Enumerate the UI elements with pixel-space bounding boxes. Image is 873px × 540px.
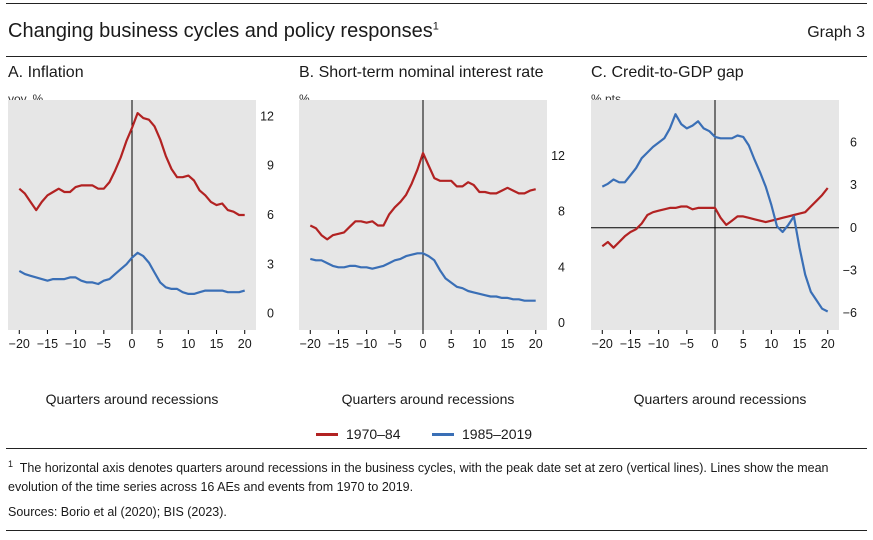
panel-b-xtick-label: 10 — [472, 337, 486, 351]
panel-c-xtick-label: 20 — [821, 337, 835, 351]
panel-c-xtick-label: −10 — [648, 337, 669, 351]
panel-c-ytick-label: −3 — [843, 263, 857, 277]
panel-b-xtick-label: −5 — [388, 337, 402, 351]
panel-a-xtick-label: 10 — [181, 337, 195, 351]
top-rule — [6, 3, 867, 4]
panel-c-ytick-label: 6 — [850, 136, 857, 150]
panel-a-ytick-label: 12 — [260, 109, 274, 123]
panel-a-xtick-label: −15 — [37, 337, 58, 351]
panel-b-xtick-label: 15 — [501, 337, 515, 351]
panel-b-xtick-label: 0 — [420, 337, 427, 351]
panel-c-ytick-label: 0 — [850, 221, 857, 235]
title-footnote-marker: 1 — [432, 20, 439, 33]
sources: Sources: Borio et al (2020); BIS (2023). — [8, 505, 227, 519]
panel-a-title: A. Inflation — [8, 64, 84, 81]
panel-a-xtick-label: 15 — [210, 337, 224, 351]
legend-rule — [6, 448, 867, 449]
footnote-marker: 1 — [8, 459, 14, 469]
panel-c-xtick-label: 0 — [712, 337, 719, 351]
panel-b-chart: 0 4 8 12 −20 −15 −10 −5 0 5 10 15 20 — [299, 100, 565, 351]
panel-a-xtick-label: −10 — [65, 337, 86, 351]
panel-b-series-1970-84 — [309, 151, 536, 241]
panel-c-xtick-label: −15 — [620, 337, 641, 351]
panel-b-xtick-label: −15 — [328, 337, 349, 351]
panel-a-ytick-label: 3 — [267, 257, 274, 271]
panel-b-title: B. Short-term nominal interest rate — [299, 64, 544, 81]
panel-c-xlabel: Quarters around recessions — [633, 391, 807, 407]
legend-swatch-1970-84 — [316, 432, 338, 436]
panel-b-xlabel: Quarters around recessions — [341, 391, 515, 407]
panel-b-xtick-label: 20 — [529, 337, 543, 351]
panel-b-ytick-label: 4 — [558, 260, 565, 274]
panel-a-xtick-label: 5 — [157, 337, 164, 351]
panel-b-xtick-label: 5 — [448, 337, 455, 351]
panel-a-ytick-label: 0 — [267, 307, 274, 321]
footnote-text: The horizontal axis denotes quarters aro… — [8, 461, 829, 495]
bottom-rule — [6, 530, 867, 531]
panel-a-xtick-label: −20 — [9, 337, 30, 351]
panel-c-series-1985-2019 — [601, 113, 829, 313]
panel-a-ytick-label: 9 — [267, 159, 274, 173]
panel-c-xtick-label: −5 — [680, 337, 694, 351]
legend-label-1970-84: 1970–84 — [346, 426, 401, 442]
panel-a-xtick-label: 20 — [238, 337, 252, 351]
panel-c-series-1970-84 — [601, 187, 829, 249]
legend-label-1985-2019: 1985–2019 — [462, 426, 533, 442]
legend: 1970–84 1985–2019 — [0, 426, 873, 444]
footnote: 1 The horizontal axis denotes quarters a… — [8, 455, 868, 497]
panel-c-ytick-label: −6 — [843, 306, 857, 320]
panel-b-ytick-label: 12 — [551, 149, 565, 163]
panel-c-xtick-label: 5 — [740, 337, 747, 351]
title-rule — [6, 56, 867, 57]
panel-c-xtick-label: 15 — [793, 337, 807, 351]
panel-c-xtick-label: 10 — [764, 337, 778, 351]
legend-item-1970-84: 1970–84 — [316, 426, 401, 442]
panel-a-series-1970-84 — [18, 112, 245, 217]
panel-a-xlabel: Quarters around recessions — [45, 391, 219, 407]
panel-c-chart: −6 −3 0 3 6 −20 −15 −10 −5 0 5 10 15 20 — [591, 100, 857, 351]
panel-c-title: C. Credit-to-GDP gap — [591, 64, 744, 81]
panel-c-xtick-label: −20 — [592, 337, 613, 351]
panel-b-xtick-label: −10 — [356, 337, 377, 351]
panel-a-xtick-label: −5 — [97, 337, 111, 351]
panel-a-xtick-label: 0 — [129, 337, 136, 351]
panel-b-unit: % — [299, 92, 310, 106]
panel-a-chart: 0 3 6 9 12 −20 −15 −10 −5 0 5 10 15 20 — [8, 100, 274, 351]
panel-a-ytick-label: 6 — [267, 208, 274, 222]
panel-a-series-1985-2019 — [18, 251, 246, 295]
graph-number: Graph 3 — [807, 24, 865, 41]
graph-title-text: Changing business cycles and policy resp… — [8, 20, 433, 42]
panel-c-ytick-label: 3 — [850, 178, 857, 192]
panel-b-ytick-label: 0 — [558, 316, 565, 330]
panel-b-ytick-label: 8 — [558, 205, 565, 219]
panel-b-xtick-label: −20 — [300, 337, 321, 351]
panel-b-series-1985-2019 — [310, 252, 536, 302]
legend-item-1985-2019: 1985–2019 — [432, 426, 532, 442]
legend-swatch-1985-2019 — [432, 432, 454, 436]
graph-title: Changing business cycles and policy resp… — [8, 20, 439, 43]
